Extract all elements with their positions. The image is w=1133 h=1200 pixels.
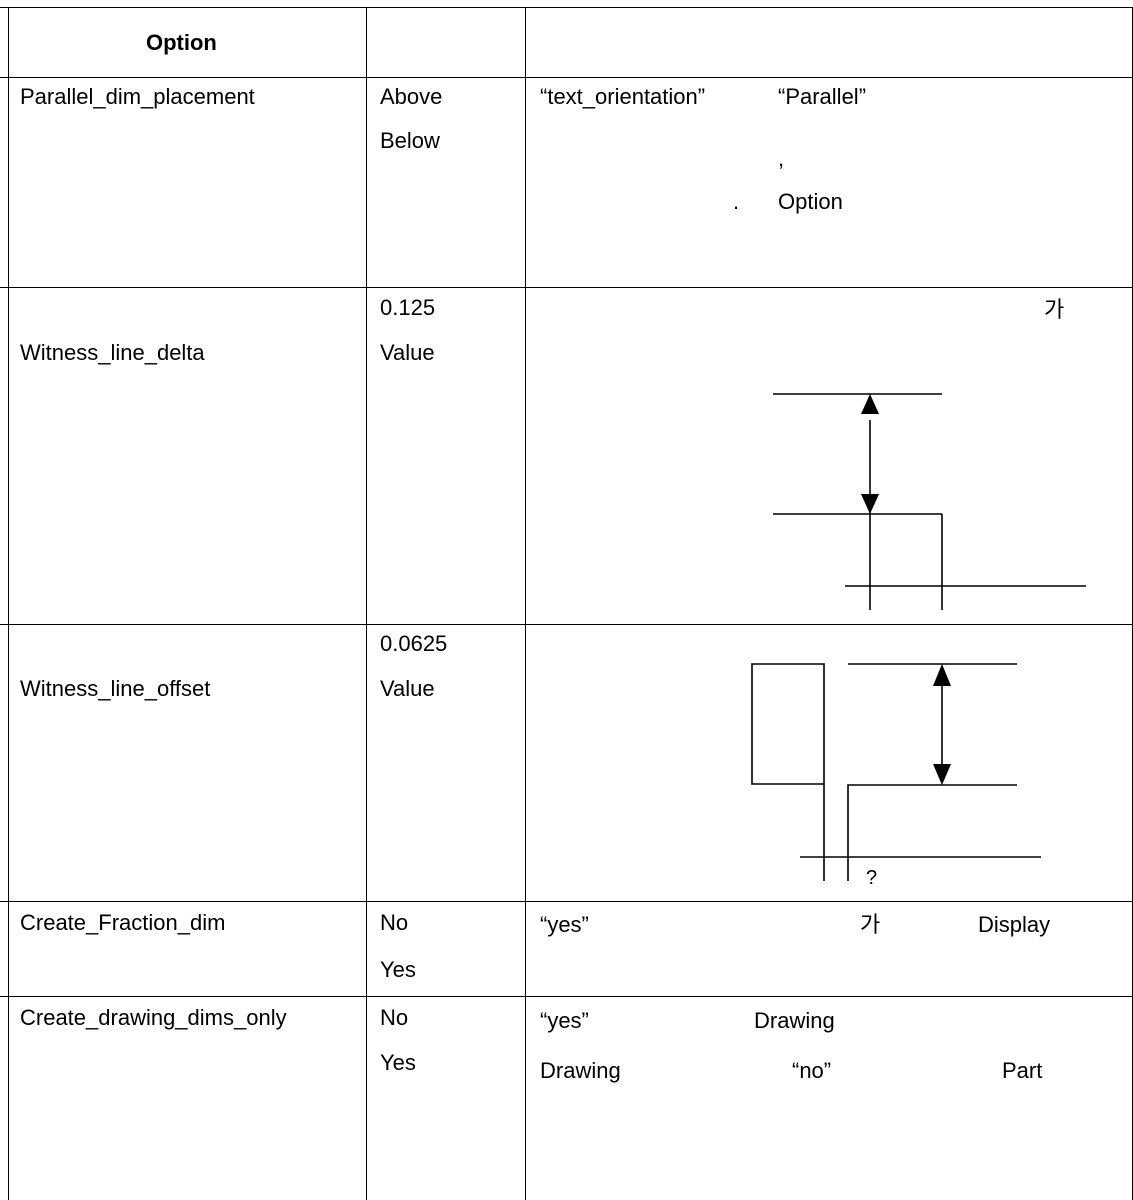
description-text: . <box>733 189 740 214</box>
option-name: Parallel_dim_placement <box>20 84 255 109</box>
option-value: Below <box>380 128 440 153</box>
column-divider <box>366 7 367 1200</box>
option-name: Witness_line_offset <box>20 676 211 701</box>
option-name: Witness_line_delta <box>20 340 205 365</box>
option-value: 0.0625 <box>380 631 448 656</box>
description-text: , <box>778 146 785 171</box>
option-name: Create_drawing_dims_only <box>20 1005 287 1030</box>
part-outline <box>751 663 825 881</box>
row-divider <box>0 624 1133 625</box>
description-text: “yes” <box>540 912 589 937</box>
column-divider <box>525 7 526 1200</box>
header-option: Option <box>146 30 217 55</box>
arrow-down-icon <box>861 494 879 514</box>
description-text: “yes” <box>540 1008 589 1033</box>
description-text: Display <box>978 912 1051 937</box>
option-value: Above <box>380 84 443 109</box>
arrow-up-icon <box>933 664 951 686</box>
table-border-left <box>8 7 9 1200</box>
description-text: 가 <box>860 912 881 937</box>
table-border-top <box>0 7 1133 8</box>
arrow-down-icon <box>933 764 951 785</box>
description-text: Drawing <box>540 1058 621 1083</box>
description-text: “Parallel” <box>778 84 867 109</box>
description-text: “no” <box>792 1058 832 1083</box>
description-text: “text_orientation” <box>540 84 706 109</box>
row-divider <box>0 77 1133 78</box>
row-divider <box>0 901 1133 902</box>
row-divider <box>0 287 1133 288</box>
description-text: Option <box>778 189 843 214</box>
description-text: Drawing <box>754 1008 835 1033</box>
option-value: Value <box>380 676 435 701</box>
option-value: 0.125 <box>380 295 436 320</box>
option-value: No <box>380 1005 409 1030</box>
option-value: Yes <box>380 1050 416 1075</box>
option-value: Yes <box>380 957 416 982</box>
description-text: Part <box>1002 1058 1043 1083</box>
option-value: Value <box>380 340 435 365</box>
option-name: Create_Fraction_dim <box>20 910 226 935</box>
row-divider <box>0 996 1133 997</box>
witness-line <box>847 784 1017 881</box>
description-text: 가 <box>1044 297 1065 322</box>
option-value: No <box>380 910 409 935</box>
arrow-up-icon <box>861 394 879 414</box>
diagram-question-mark: ? <box>866 867 878 889</box>
